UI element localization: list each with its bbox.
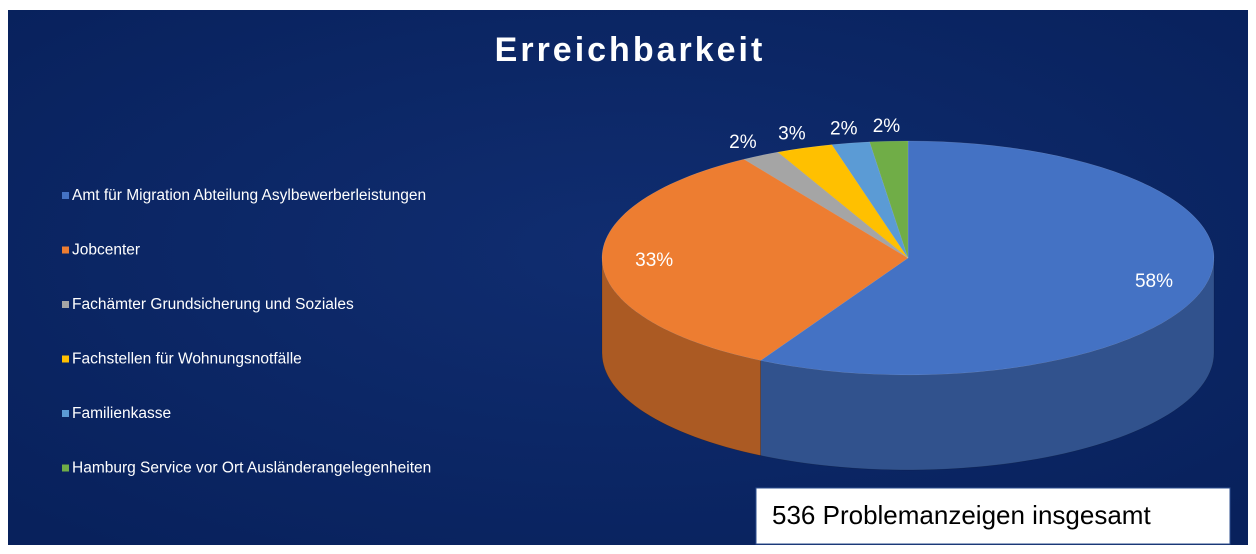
legend-swatch [62,246,69,254]
slice [831,141,909,259]
legend-swatch [62,355,69,363]
data-label: 58% [1135,271,1173,292]
data-label: 33% [635,250,673,271]
legend-label: Amt für Migration Abteilung Asylbewerber… [72,187,426,204]
data-label: 2% [729,132,757,153]
legend-label: Fachämter Grundsicherung und Soziales [72,296,354,313]
legend-swatch [62,301,69,308]
legend-label: Hamburg Service vor Ort Ausländerangeleg… [72,460,431,477]
legend-label: Fachstellen für Wohnungsnotfälle [72,351,302,368]
data-label: 2% [830,118,858,139]
annotation-box [755,487,1231,545]
legend-swatch [62,192,69,199]
legend-swatch [62,410,69,417]
slice [869,140,909,259]
legend-label: Jobcenter [72,242,140,259]
legend-label: Familienkasse [72,405,171,422]
slice [743,151,909,259]
slice [601,158,909,361]
slice [759,140,1215,376]
chart-title: Erreichbarkeit [495,31,766,69]
data-label: 3% [778,124,806,145]
slice [777,144,909,259]
data-label: 2% [873,116,901,137]
annotation: 536 Problemanzeigen insgesamt [772,500,1151,530]
legend-swatch [62,464,69,472]
